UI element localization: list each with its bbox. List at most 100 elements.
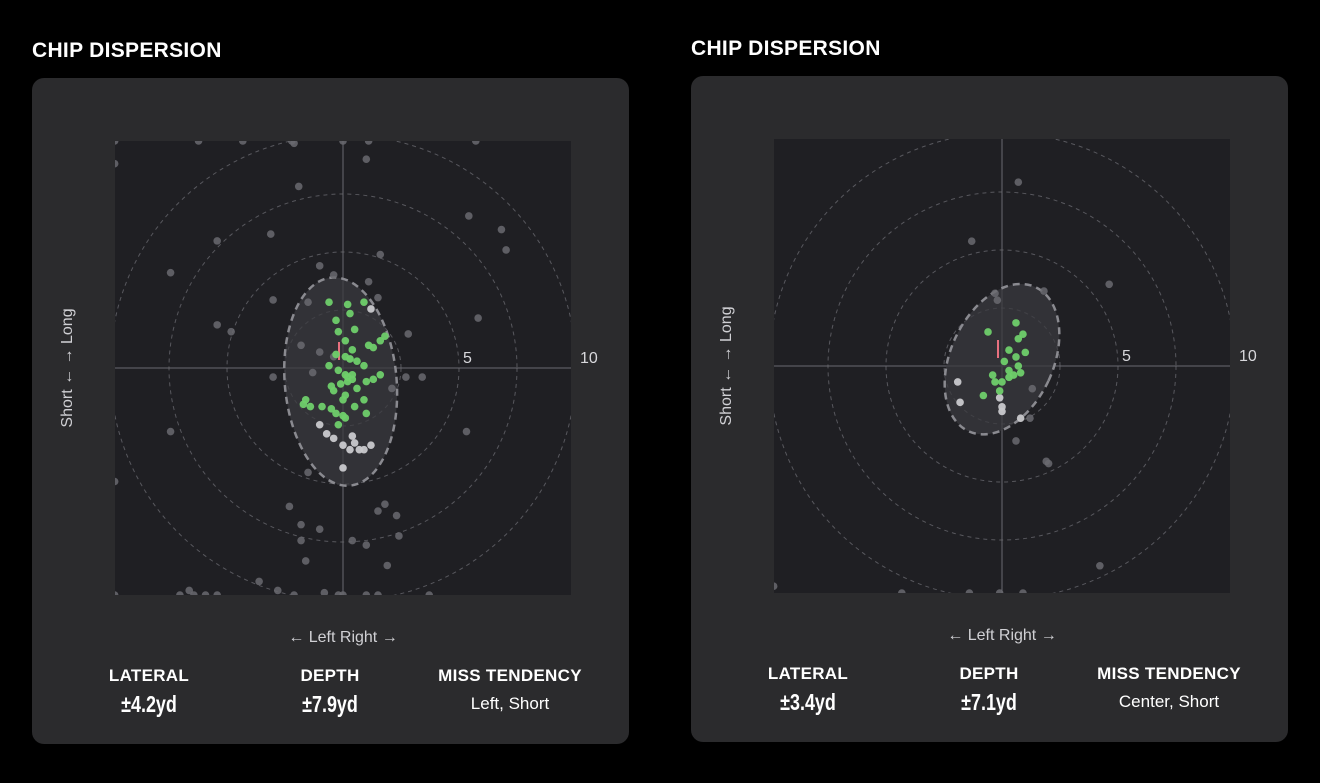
shot-point bbox=[402, 373, 410, 381]
shot-point bbox=[364, 277, 373, 286]
shot-point bbox=[294, 182, 303, 191]
shot-point bbox=[115, 159, 119, 168]
lateral-stat: LATERAL ±4.2yd bbox=[54, 664, 244, 720]
miss-tendency-value: Left, Short bbox=[470, 694, 550, 713]
shot-point bbox=[334, 327, 343, 336]
shot-point bbox=[176, 591, 184, 595]
shot-point bbox=[269, 296, 277, 304]
shot-point bbox=[360, 361, 368, 370]
shot-point bbox=[353, 384, 361, 393]
shot-point bbox=[332, 409, 340, 418]
shot-point bbox=[350, 325, 359, 334]
shot-point bbox=[1016, 414, 1025, 423]
shot-point bbox=[474, 314, 482, 322]
shot-point bbox=[369, 375, 378, 384]
shot-point bbox=[1014, 334, 1023, 343]
shot-point bbox=[1012, 353, 1020, 361]
ring-label-10: 10 bbox=[580, 350, 598, 367]
shot-point bbox=[1040, 287, 1048, 295]
shot-point bbox=[301, 557, 310, 565]
shot-point bbox=[348, 371, 357, 379]
shot-point bbox=[392, 511, 401, 520]
stats-row: LATERAL ±3.4yd DEPTH ±7.1yd MISS TENDENC… bbox=[691, 662, 1288, 722]
shot-point bbox=[1005, 346, 1013, 354]
x-axis-label: ← Left Right → bbox=[947, 627, 1056, 644]
miss-tendency-value: Center, Short bbox=[1118, 692, 1220, 711]
lateral-stat: LATERAL ±3.4yd bbox=[713, 662, 903, 718]
shot-point bbox=[988, 371, 997, 379]
shot-point bbox=[348, 536, 357, 545]
shot-point bbox=[343, 300, 352, 309]
shot-point bbox=[472, 141, 480, 145]
shot-point bbox=[304, 298, 312, 306]
shot-point bbox=[1019, 330, 1027, 339]
shot-point bbox=[367, 441, 375, 449]
shot-point bbox=[367, 305, 375, 313]
shot-point bbox=[362, 591, 371, 595]
shot-point bbox=[953, 378, 962, 386]
y-axis-label: Short ← → Long bbox=[59, 308, 76, 427]
dispersion-card: 5 10 ← Left Right → Short ← → Long LATERAL … bbox=[691, 76, 1288, 742]
shot-point bbox=[315, 262, 324, 270]
shot-point bbox=[332, 350, 340, 359]
shot-point bbox=[497, 225, 506, 234]
shot-point bbox=[998, 407, 1006, 416]
shot-point bbox=[360, 445, 368, 454]
shot-point bbox=[166, 427, 175, 436]
shot-point bbox=[346, 445, 354, 454]
shot-point bbox=[991, 378, 999, 386]
shot-point bbox=[465, 212, 473, 220]
shot-point bbox=[320, 588, 329, 595]
shot-point bbox=[1105, 280, 1113, 289]
shot-point bbox=[362, 409, 371, 418]
shot-point bbox=[315, 420, 324, 429]
miss-tendency-stat: MISS TENDENCY Center, Short bbox=[1074, 662, 1264, 718]
shot-point bbox=[965, 589, 974, 593]
shot-point bbox=[374, 293, 382, 302]
shot-point bbox=[388, 384, 396, 393]
shot-point bbox=[346, 309, 354, 318]
shot-point bbox=[269, 373, 277, 381]
shot-point bbox=[332, 316, 340, 325]
shot-point bbox=[984, 328, 992, 336]
shot-point bbox=[327, 405, 336, 413]
shot-point bbox=[185, 586, 194, 595]
shot-point bbox=[1005, 366, 1013, 375]
dispersion-chart: 5 10 ← Left Right → Short ← → Long bbox=[59, 141, 598, 646]
shot-point bbox=[979, 391, 988, 400]
shot-point bbox=[1005, 373, 1013, 382]
panel-title: CHIP DISPERSION bbox=[32, 39, 222, 62]
shot-point bbox=[995, 589, 1004, 593]
shot-point bbox=[315, 525, 324, 533]
shot-point bbox=[353, 357, 361, 365]
shot-point bbox=[318, 402, 326, 411]
shot-point bbox=[297, 520, 305, 529]
shot-point bbox=[322, 430, 331, 438]
shot-point bbox=[362, 377, 371, 386]
shot-point bbox=[339, 591, 347, 595]
shot-point bbox=[381, 500, 389, 509]
shot-point bbox=[343, 377, 352, 386]
dispersion-chart: 5 10 ← Left Right → Short ← → Long bbox=[718, 139, 1257, 644]
shot-point bbox=[991, 289, 999, 298]
shot-point bbox=[348, 432, 357, 440]
shot-point bbox=[339, 464, 347, 472]
shot-point bbox=[462, 427, 471, 436]
shot-point bbox=[201, 591, 210, 595]
shot-point bbox=[325, 298, 333, 306]
shot-point bbox=[297, 341, 305, 350]
shot-point bbox=[299, 400, 308, 409]
shot-point bbox=[115, 477, 119, 486]
shot-point bbox=[418, 373, 427, 381]
shot-point bbox=[395, 532, 403, 540]
shot-point bbox=[315, 348, 324, 356]
shot-point bbox=[334, 420, 343, 429]
shot-point bbox=[273, 586, 282, 595]
x-axis-label: ← Left Right → bbox=[288, 629, 397, 646]
shot-point bbox=[339, 441, 347, 449]
shot-point bbox=[404, 330, 413, 338]
shot-point bbox=[329, 434, 338, 443]
lateral-label: LATERAL bbox=[767, 664, 849, 683]
shot-point bbox=[341, 414, 350, 422]
depth-label: DEPTH bbox=[959, 664, 1019, 683]
